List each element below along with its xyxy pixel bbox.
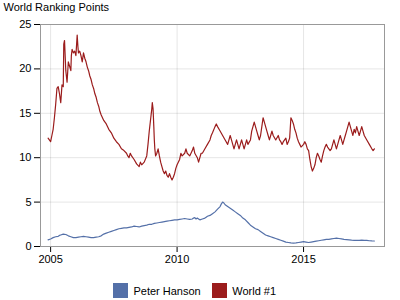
svg-text:2005: 2005 (38, 253, 62, 265)
html-text:Peter Hanson: Peter Hanson (133, 284, 201, 297)
svg-text:2015: 2015 (291, 253, 315, 265)
svg-text:20: 20 (19, 62, 31, 74)
html-text:World #1: World #1 (232, 284, 276, 297)
svg-text:2010: 2010 (165, 253, 189, 265)
svg-text:5: 5 (25, 196, 31, 208)
svg-text:10: 10 (19, 151, 31, 163)
svg-text:0: 0 (25, 240, 31, 252)
svg-text:World Ranking Points: World Ranking Points (4, 1, 110, 13)
svg-text:25: 25 (19, 18, 31, 30)
svg-text:15: 15 (19, 107, 31, 119)
